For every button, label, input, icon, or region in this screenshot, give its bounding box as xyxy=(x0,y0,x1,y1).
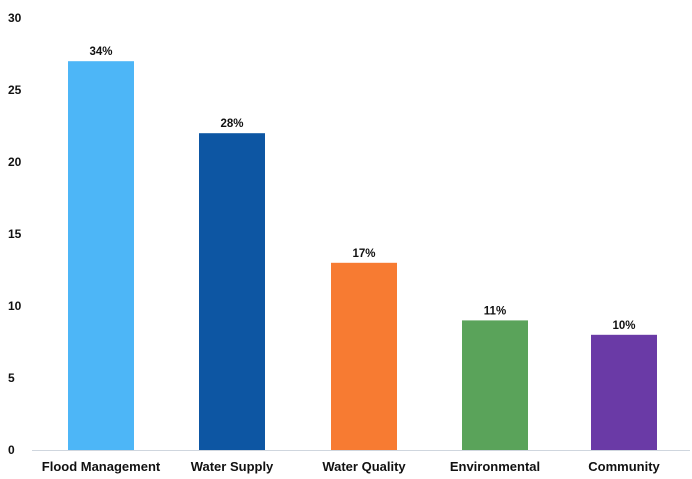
data-label: 34% xyxy=(89,46,112,58)
bar-flood-management xyxy=(68,61,134,450)
bars-group xyxy=(68,61,657,450)
bar-water-supply xyxy=(199,133,265,450)
y-tick-label: 0 xyxy=(8,443,15,457)
y-tick-label: 15 xyxy=(8,227,22,241)
y-tick-label: 5 xyxy=(8,371,15,385)
y-tick-label: 25 xyxy=(8,83,22,97)
bar-community xyxy=(591,334,657,450)
data-label: 10% xyxy=(612,320,635,332)
y-tick-label: 10 xyxy=(8,299,22,313)
data-labels-group: 34% 28% 17% 11% 10% xyxy=(89,46,635,332)
x-tick-label: Community xyxy=(588,459,660,474)
x-tick-label: Water Supply xyxy=(191,459,274,474)
data-label: 17% xyxy=(352,248,375,260)
x-tick-label: Flood Management xyxy=(42,459,161,474)
x-tick-label: Water Quality xyxy=(322,459,406,474)
bar-environmental xyxy=(462,320,528,450)
y-tick-label: 20 xyxy=(8,155,22,169)
x-axis-labels: Flood Management Water Supply Water Qualit… xyxy=(42,459,661,474)
y-axis-ticks: 0 5 10 15 20 25 30 xyxy=(8,11,22,457)
y-tick-label: 30 xyxy=(8,11,22,25)
bar-water-quality xyxy=(331,262,397,450)
data-label: 28% xyxy=(220,118,243,130)
x-tick-label: Environmental xyxy=(450,459,540,474)
data-label: 11% xyxy=(484,305,506,317)
